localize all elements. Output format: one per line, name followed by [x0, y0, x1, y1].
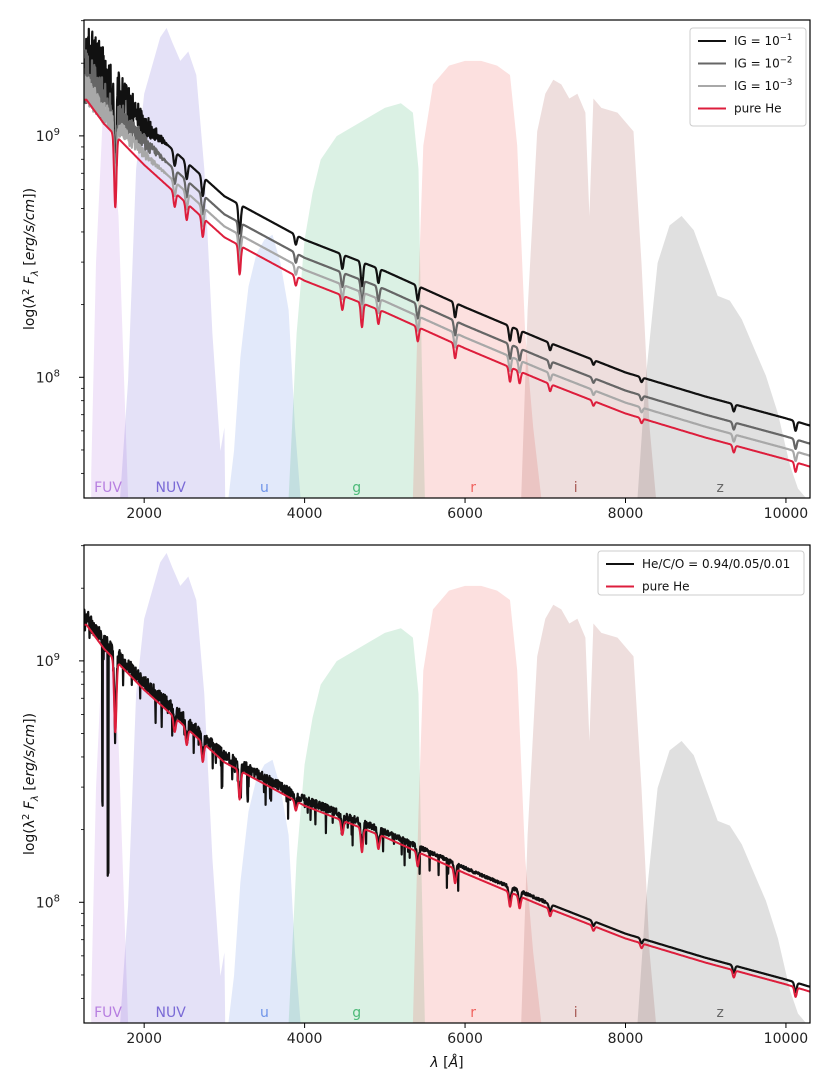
y-axis-label: log(λ2 Fλ [erg/s/cm]) — [21, 188, 41, 330]
filter-label-fuv: FUV — [94, 1005, 122, 1021]
filter-label-i: i — [574, 1005, 578, 1021]
legend-label-0: IG = 10−1 — [734, 33, 792, 48]
filter-label-u: u — [260, 480, 269, 496]
filter-band-i — [521, 604, 656, 1023]
axes-frame — [83, 544, 811, 1024]
filter-label-fuv: FUV — [94, 480, 122, 496]
legend-label-2: IG = 10−3 — [734, 78, 792, 93]
filter-band-z — [637, 216, 806, 498]
filter-label-nuv: NUV — [155, 1005, 186, 1021]
filter-band-fuv — [91, 637, 129, 1023]
filter-label-u: u — [260, 1005, 269, 1021]
filter-band-u — [228, 759, 301, 1023]
x-tick-label: 6000 — [447, 506, 483, 522]
x-tick-label: 4000 — [287, 506, 323, 522]
filter-band-i — [521, 79, 656, 498]
filter-label-nuv: NUV — [155, 480, 186, 496]
series-line-1 — [84, 623, 810, 998]
filter-band-r — [412, 60, 542, 498]
plot-area — [84, 553, 810, 1023]
filter-label-g: g — [352, 480, 361, 496]
y-tick-label: 108 — [36, 893, 60, 911]
x-axis-label: λ [Å] — [429, 1054, 463, 1071]
axes-frame — [83, 19, 811, 499]
legend-label-1: pure He — [642, 580, 690, 594]
filter-label-i: i — [574, 480, 578, 496]
legend: IG = 10−1 IG = 10−2 IG = 10−3 pure He — [689, 27, 807, 127]
bottom-panel: FUV NUV u g r i z 2000 4000 6000 8000 10000 108 109 lo… — [21, 544, 811, 1071]
filter-label-g: g — [352, 1005, 361, 1021]
y-axis-label: log(λ2 Fλ [erg/s/cm]) — [21, 713, 41, 855]
y-tick-label: 109 — [36, 652, 60, 670]
top-panel: FUV NUV u g r i z 2000 4000 6000 8000 10000 108 109 lo… — [21, 19, 811, 522]
x-tick-label: 10000 — [764, 506, 809, 522]
legend-label-1: IG = 10−2 — [734, 56, 792, 71]
filter-band-u — [228, 234, 301, 498]
y-tick-label: 109 — [36, 127, 60, 145]
filter-band-r — [412, 585, 542, 1023]
legend-box — [689, 27, 807, 127]
y-tick-label: 108 — [36, 368, 60, 386]
x-tick-label: 2000 — [126, 506, 162, 522]
x-tick-label: 8000 — [608, 506, 644, 522]
filter-label-z: z — [716, 1005, 723, 1021]
filter-label-z: z — [716, 480, 723, 496]
x-tick-label: 2000 — [126, 1031, 162, 1047]
x-tick-label: 10000 — [764, 1031, 809, 1047]
series-line-0 — [84, 27, 810, 432]
x-tick-label: 6000 — [447, 1031, 483, 1047]
filter-band-z — [637, 741, 806, 1023]
x-tick-label: 8000 — [608, 1031, 644, 1047]
legend-label-0: He/C/O = 0.94/0.05/0.01 — [642, 557, 790, 571]
plot-area — [84, 27, 810, 498]
filter-label-r: r — [470, 1005, 476, 1021]
filter-band-nuv — [120, 553, 226, 1023]
filter-label-r: r — [470, 480, 476, 496]
x-tick-label: 4000 — [287, 1031, 323, 1047]
legend-label-3: pure He — [734, 102, 782, 116]
legend: He/C/O = 0.94/0.05/0.01 pure He — [597, 550, 805, 596]
legend-box — [597, 550, 805, 596]
filter-band-fuv — [91, 112, 129, 498]
series-line-2 — [84, 74, 810, 463]
series-line-1 — [84, 49, 810, 450]
filter-band-nuv — [120, 28, 226, 498]
series-line-3 — [84, 98, 810, 473]
